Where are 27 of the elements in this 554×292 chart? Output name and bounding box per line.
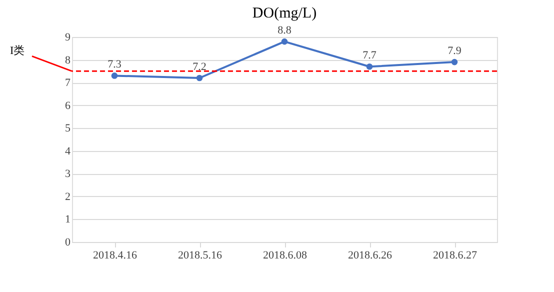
y-tick-label: 6 <box>65 100 71 112</box>
data-label: 7.2 <box>192 61 206 73</box>
x-tick-label: 2018.6.27 <box>433 250 478 262</box>
y-tick-label: 2 <box>65 190 70 203</box>
y-tick-label: 7 <box>65 77 71 90</box>
data-label: 7.9 <box>448 45 462 58</box>
y-tick-label: 4 <box>65 145 71 158</box>
point <box>196 74 203 82</box>
point <box>451 58 458 66</box>
data-label: 8.8 <box>278 24 292 37</box>
x-tick-label: 2018.5.16 <box>178 250 222 262</box>
y-tick-label: 5 <box>65 122 71 135</box>
point <box>281 38 288 45</box>
y-tick-label: 0 <box>65 236 71 248</box>
point <box>366 63 373 70</box>
data-label: 7.3 <box>108 58 122 71</box>
y-tick-label: 3 <box>65 168 71 180</box>
x-tick-label: 2018.6.26 <box>348 250 392 262</box>
chart-title: DO(mg/L) <box>252 6 317 22</box>
data-label: 7.7 <box>362 50 377 62</box>
ref-line-label: I类 <box>10 44 25 58</box>
y-tick-label: 1 <box>65 214 70 226</box>
y-tick-label: 9 <box>65 32 71 44</box>
x-tick-label: 2018.6.08 <box>263 250 308 262</box>
x-tick-label: 2018.4.16 <box>93 250 138 262</box>
point <box>111 72 118 79</box>
y-tick-label: 8 <box>65 54 71 66</box>
